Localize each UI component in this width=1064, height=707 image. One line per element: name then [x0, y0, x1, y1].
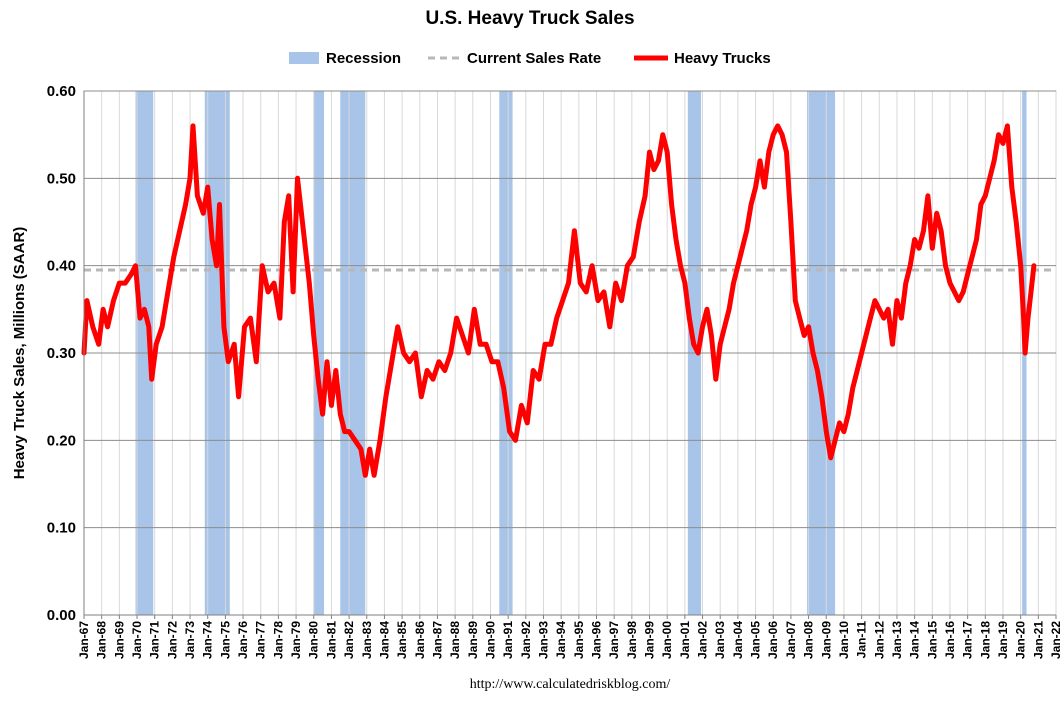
x-tick-label: Jan-82	[342, 621, 356, 659]
x-tick-label: Jan-68	[95, 621, 109, 659]
x-tick-label: Jan-78	[271, 621, 285, 659]
y-tick-label: 0.20	[47, 432, 76, 449]
x-tick-label: Jan-76	[236, 621, 250, 659]
legend: Recession Current Sales Rate Heavy Truck…	[289, 50, 771, 67]
x-tick-label: Jan-98	[625, 621, 639, 659]
x-tick-label: Jan-93	[536, 621, 550, 659]
x-tick-label: Jan-06	[766, 621, 780, 659]
grid-lines	[83, 90, 1057, 616]
x-tick-label: Jan-77	[254, 621, 268, 659]
x-tick-labels: Jan-67 Jan-68 Jan-69 Jan-70 Jan-71 Jan-72 Jan-…	[77, 615, 1063, 659]
x-tick-label: Jan-04	[731, 621, 745, 659]
chart-title: U.S. Heavy Truck Sales	[425, 8, 634, 29]
x-tick-label: Jan-79	[289, 621, 303, 659]
x-tick-label: Jan-71	[148, 621, 162, 659]
x-tick-label: Jan-09	[819, 621, 833, 659]
legend-heavy-trucks-label: Heavy Trucks	[674, 50, 771, 67]
x-tick-label: Jan-08	[802, 621, 816, 659]
x-tick-label: Jan-67	[77, 621, 91, 659]
x-tick-label: Jan-70	[130, 621, 144, 659]
y-tick-label: 0.50	[47, 170, 76, 187]
series-layer	[81, 123, 1037, 478]
x-tick-label: Jan-91	[501, 621, 515, 659]
x-tick-label: Jan-20	[1014, 621, 1028, 659]
x-tick-label: Jan-84	[377, 621, 391, 659]
x-tick-label: Jan-18	[978, 621, 992, 659]
x-tick-label: Jan-21	[1031, 621, 1045, 659]
x-tick-label: Jan-74	[201, 621, 215, 659]
legend-recession-label: Recession	[326, 50, 401, 67]
series-heavy-trucks-line	[81, 123, 1037, 478]
x-tick-label: Jan-13	[890, 621, 904, 659]
x-tick-label: Jan-14	[908, 621, 922, 659]
y-tick-label: 0.60	[47, 83, 76, 100]
y-tick-label: 0.30	[47, 345, 76, 362]
legend-current-rate-label: Current Sales Rate	[467, 50, 601, 67]
x-tick-label: Jan-16	[943, 621, 957, 659]
y-tick-labels: 0.00 0.10 0.20 0.30 0.40 0.50 0.60	[47, 83, 76, 624]
x-tick-label: Jan-89	[466, 621, 480, 659]
legend-recession-swatch	[289, 52, 319, 64]
x-tick-label: Jan-10	[837, 621, 851, 659]
x-tick-label: Jan-75	[218, 621, 232, 659]
x-tick-label: Jan-07	[784, 621, 798, 659]
x-tick-label: Jan-97	[607, 621, 621, 659]
x-tick-label: Jan-05	[749, 621, 763, 659]
x-tick-label: Jan-85	[395, 621, 409, 659]
x-tick-label: Jan-94	[554, 621, 568, 659]
x-tick-label: Jan-11	[855, 621, 869, 659]
y-axis-label: Heavy Truck Sales, Millions (SAAR)	[11, 227, 28, 480]
x-tick-label: Jan-19	[996, 621, 1010, 659]
x-tick-label: Jan-22	[1049, 621, 1063, 659]
x-tick-label: Jan-80	[307, 621, 321, 659]
x-tick-label: Jan-83	[360, 621, 374, 659]
x-tick-label: Jan-90	[483, 621, 497, 659]
x-tick-label: Jan-95	[572, 621, 586, 659]
x-tick-label: Jan-03	[713, 621, 727, 659]
source-url: http://www.calculatedriskblog.com/	[470, 677, 671, 692]
axes	[83, 91, 1056, 616]
x-tick-label: Jan-02	[696, 621, 710, 659]
y-tick-label: 0.40	[47, 258, 76, 275]
y-tick-label: 0.10	[47, 520, 76, 537]
x-tick-label: Jan-00	[660, 621, 674, 659]
x-tick-label: Jan-99	[643, 621, 657, 659]
x-tick-label: Jan-81	[324, 621, 338, 659]
x-tick-label: Jan-72	[165, 621, 179, 659]
x-tick-label: Jan-87	[430, 621, 444, 659]
x-tick-label: Jan-86	[413, 621, 427, 659]
x-tick-label: Jan-12	[872, 621, 886, 659]
x-tick-label: Jan-73	[183, 621, 197, 659]
y-tick-label: 0.00	[47, 607, 76, 624]
x-tick-label: Jan-96	[590, 621, 604, 659]
x-tick-label: Jan-17	[961, 621, 975, 659]
x-tick-label: Jan-01	[678, 621, 692, 659]
x-tick-label: Jan-88	[448, 621, 462, 659]
x-tick-label: Jan-15	[925, 621, 939, 659]
x-tick-label: Jan-69	[112, 621, 126, 659]
x-tick-label: Jan-92	[519, 621, 533, 659]
